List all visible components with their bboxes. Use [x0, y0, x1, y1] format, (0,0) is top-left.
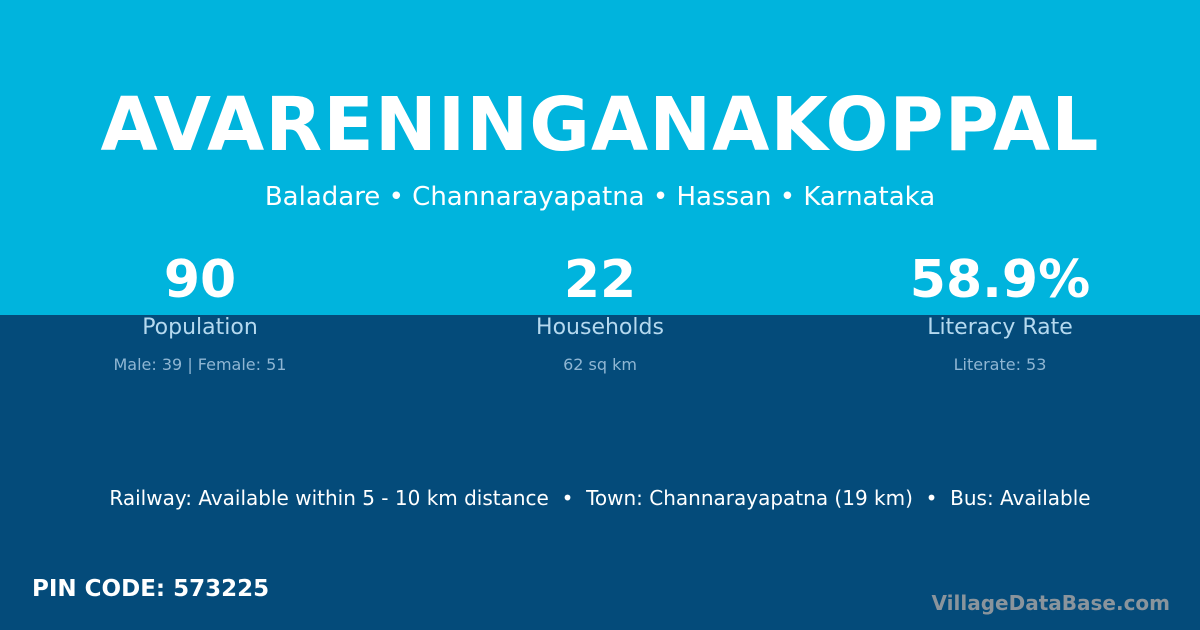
- brand-logo: VillageDataBase.com: [931, 591, 1170, 615]
- pin-code: PIN CODE: 573225: [32, 576, 270, 602]
- stat-detail: Literate: 53: [953, 355, 1047, 374]
- stat-value: 58.9%: [909, 250, 1091, 310]
- stat-detail: 62 sq km: [563, 355, 637, 374]
- amenities-info: Railway: Available within 5 - 10 km dist…: [109, 486, 1091, 510]
- stat-value: 22: [563, 250, 637, 310]
- stat-value: 90: [163, 250, 237, 310]
- stat-label: Households: [536, 315, 664, 340]
- header-band: [0, 0, 1200, 315]
- village-name: AVARENINGANAKOPPAL: [100, 82, 1100, 168]
- location-breadcrumb: Baladare • Channarayapatna • Hassan • Ka…: [264, 182, 936, 212]
- details-band: [0, 315, 1200, 630]
- stat-label: Population: [142, 315, 258, 340]
- stat-label: Literacy Rate: [927, 315, 1073, 340]
- stat-detail: Male: 39 | Female: 51: [113, 355, 287, 374]
